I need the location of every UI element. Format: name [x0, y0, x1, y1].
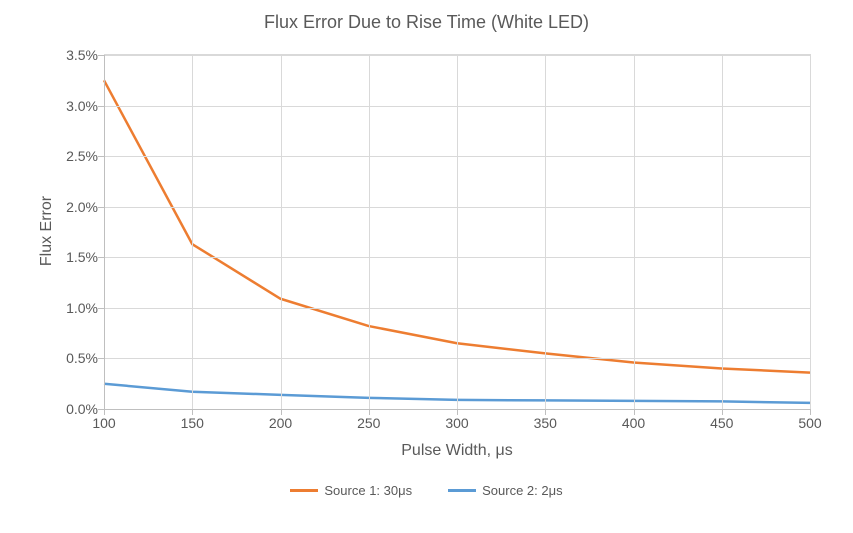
legend-label: Source 1: 30μs: [324, 483, 412, 498]
grid-line-v: [192, 55, 193, 409]
chart-title: Flux Error Due to Rise Time (White LED): [0, 12, 853, 33]
legend: Source 1: 30μs Source 2: 2μs: [0, 480, 853, 498]
chart-container: Flux Error Due to Rise Time (White LED) …: [0, 0, 853, 533]
legend-item: Source 2: 2μs: [448, 483, 562, 498]
grid-line-v: [457, 55, 458, 409]
legend-swatch: [290, 489, 318, 492]
grid-line-v: [369, 55, 370, 409]
x-axis-title: Pulse Width, μs: [104, 442, 810, 460]
grid-line-v: [634, 55, 635, 409]
y-axis-line: [104, 55, 105, 409]
grid-line-v: [722, 55, 723, 409]
x-tick-mark: [810, 409, 811, 415]
grid-line-v: [545, 55, 546, 409]
y-axis-title: Flux Error: [38, 196, 56, 266]
plot-area: 0.0%0.5%1.0%1.5%2.0%2.5%3.0%3.5%10015020…: [104, 54, 811, 409]
grid-line-v: [810, 55, 811, 409]
x-axis-line: [104, 409, 810, 410]
legend-swatch: [448, 489, 476, 492]
legend-item: Source 1: 30μs: [290, 483, 412, 498]
legend-label: Source 2: 2μs: [482, 483, 562, 498]
grid-line-v: [281, 55, 282, 409]
